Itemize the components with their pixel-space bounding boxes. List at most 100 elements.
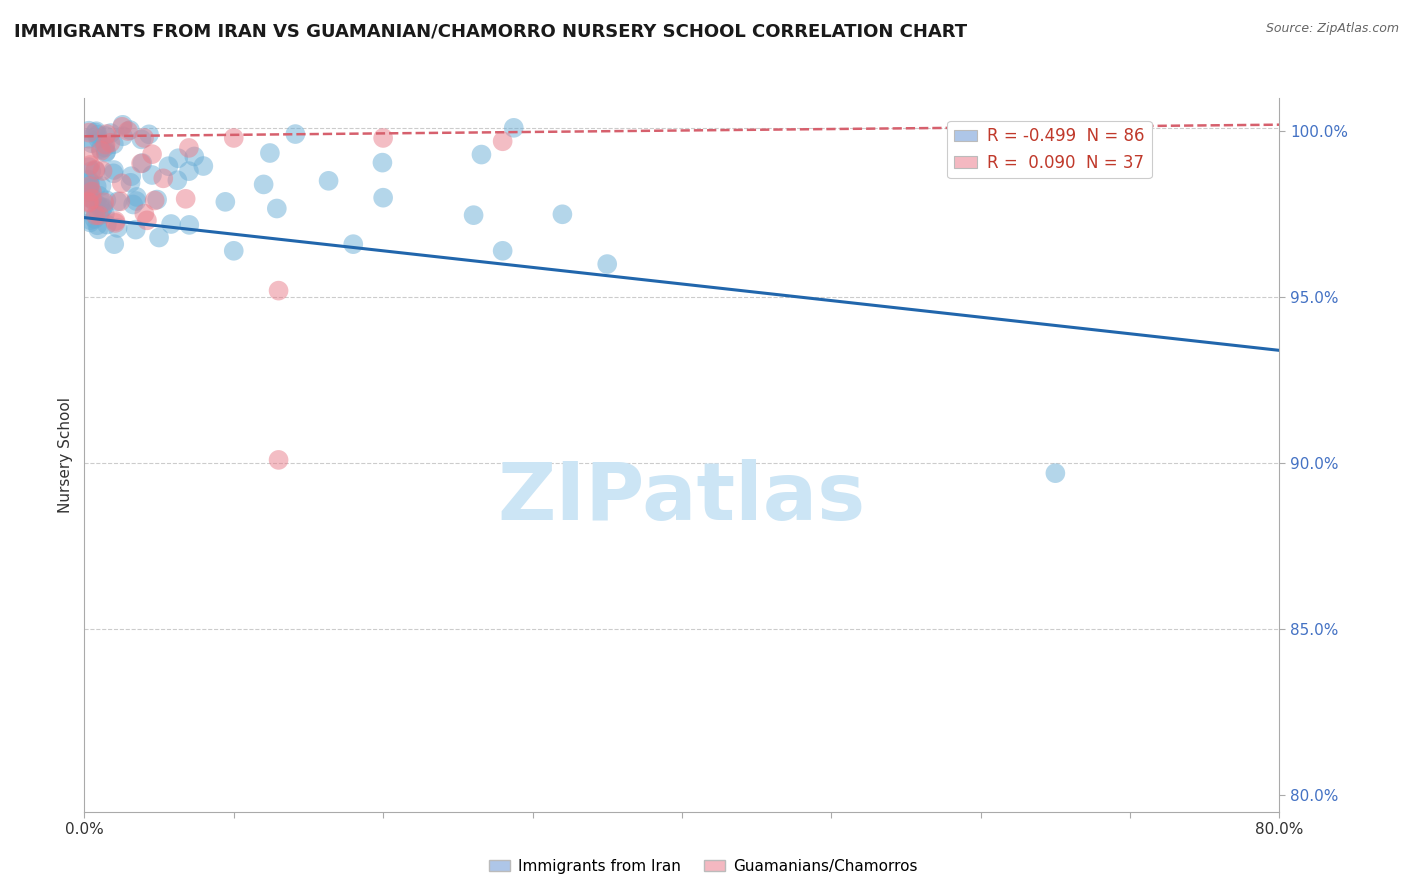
Point — [80, 192, 103, 206]
Point — [267, 453, 290, 467]
Point — [80, 164, 103, 178]
Point — [77, 124, 100, 138]
Text: ZIPatlas: ZIPatlas — [498, 458, 866, 537]
Point — [492, 134, 515, 148]
Point — [83, 211, 105, 226]
Point — [551, 207, 574, 221]
Point — [463, 208, 485, 222]
Point — [259, 146, 281, 161]
Legend: R = -0.499  N = 86, R =  0.090  N = 37: R = -0.499 N = 86, R = 0.090 N = 37 — [948, 120, 1152, 178]
Point — [214, 194, 236, 209]
Point — [79, 158, 101, 172]
Point — [141, 168, 163, 182]
Point — [107, 221, 129, 235]
Point — [179, 218, 201, 232]
Point — [91, 164, 114, 178]
Point — [80, 136, 103, 151]
Point — [134, 207, 156, 221]
Point — [222, 131, 245, 145]
Point — [138, 128, 160, 142]
Point — [77, 126, 100, 140]
Point — [373, 131, 395, 145]
Point — [93, 195, 115, 210]
Point — [104, 216, 127, 230]
Point — [84, 162, 107, 177]
Point — [77, 132, 100, 146]
Point — [131, 132, 153, 146]
Point — [79, 178, 101, 193]
Point — [90, 142, 112, 156]
Point — [87, 222, 110, 236]
Point — [86, 219, 108, 233]
Point — [100, 126, 122, 140]
Point — [79, 186, 101, 200]
Point — [87, 188, 110, 202]
Point — [89, 199, 111, 213]
Point — [136, 213, 159, 227]
Point — [111, 120, 134, 134]
Point — [125, 190, 148, 204]
Text: IMMIGRANTS FROM IRAN VS GUAMANIAN/CHAMORRO NURSERY SCHOOL CORRELATION CHART: IMMIGRANTS FROM IRAN VS GUAMANIAN/CHAMOR… — [14, 22, 967, 40]
Point — [96, 127, 118, 141]
Point — [193, 159, 215, 173]
Point — [96, 145, 118, 159]
Point — [77, 194, 100, 209]
Point — [87, 208, 110, 222]
Point — [152, 171, 174, 186]
Y-axis label: Nursery School: Nursery School — [58, 397, 73, 513]
Point — [118, 123, 141, 137]
Point — [77, 191, 100, 205]
Point — [160, 217, 183, 231]
Point — [107, 194, 129, 209]
Point — [79, 179, 101, 194]
Point — [125, 222, 148, 236]
Point — [94, 145, 117, 160]
Point — [502, 120, 524, 135]
Point — [84, 163, 107, 178]
Point — [222, 244, 245, 258]
Point — [94, 140, 117, 154]
Point — [120, 176, 142, 190]
Point — [131, 156, 153, 170]
Point — [177, 141, 200, 155]
Point — [125, 194, 148, 208]
Point — [86, 179, 108, 194]
Point — [77, 196, 100, 211]
Point — [90, 178, 112, 193]
Point — [90, 144, 112, 158]
Point — [103, 237, 125, 252]
Point — [96, 194, 118, 208]
Point — [111, 118, 134, 132]
Point — [132, 131, 156, 145]
Legend: Immigrants from Iran, Guamanians/Chamorros: Immigrants from Iran, Guamanians/Chamorr… — [482, 853, 924, 880]
Point — [84, 196, 107, 211]
Point — [266, 202, 288, 216]
Point — [77, 195, 100, 210]
Point — [177, 164, 200, 178]
Point — [77, 149, 100, 163]
Point — [174, 192, 197, 206]
Point — [86, 128, 108, 142]
Point — [371, 155, 394, 169]
Point — [492, 244, 515, 258]
Point — [79, 215, 101, 229]
Point — [94, 137, 117, 152]
Point — [103, 163, 125, 178]
Point — [84, 126, 107, 140]
Text: Source: ZipAtlas.com: Source: ZipAtlas.com — [1265, 22, 1399, 36]
Point — [143, 194, 166, 208]
Point — [111, 176, 134, 190]
Point — [183, 149, 205, 163]
Point — [77, 182, 100, 196]
Point — [77, 181, 100, 195]
Point — [94, 207, 117, 221]
Point — [103, 166, 125, 180]
Point — [267, 284, 290, 298]
Point — [90, 202, 112, 217]
Point — [148, 230, 170, 244]
Point — [110, 194, 132, 209]
Point — [253, 178, 276, 192]
Point — [167, 151, 190, 165]
Point — [141, 147, 163, 161]
Point — [373, 191, 395, 205]
